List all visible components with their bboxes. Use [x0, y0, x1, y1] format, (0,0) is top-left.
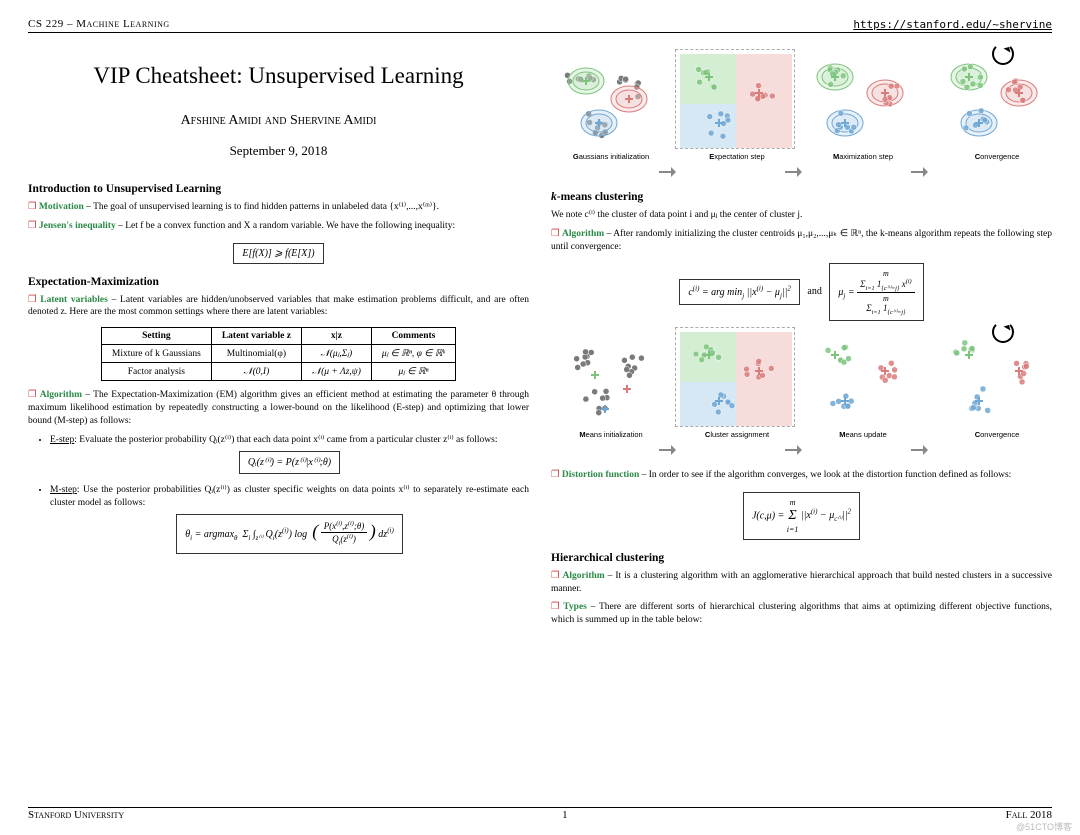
footer-left: Stanford University [28, 809, 124, 821]
jensen-para: ❒ Jensen's inequality – Let f be a conve… [28, 220, 529, 233]
em-steps: E-step: Evaluate the posterior probabili… [50, 434, 529, 558]
bookmark-icon: ❒ [551, 229, 562, 239]
loop-arrow-icon [992, 321, 1014, 343]
arrow-icon [911, 445, 933, 455]
term-algorithm: Algorithm [40, 390, 82, 400]
arrow-icon [785, 445, 807, 455]
term-algorithm: Algorithm [562, 571, 604, 581]
stage-label: Means update [803, 430, 923, 439]
arrow-icon [911, 167, 933, 177]
document-title: VIP Cheatsheet: Unsupervised Learning [28, 63, 529, 89]
diagram-stage: Means initialization [551, 329, 671, 439]
arrow-icon [785, 167, 807, 177]
diagram-stage: Convergence [937, 51, 1057, 161]
kmeans-intro: We note c⁽ⁱ⁾ the cluster of data point i… [551, 209, 1052, 222]
stage-label: Expectation step [677, 152, 797, 161]
latent-para: ❒ Latent variables – Latent variables ar… [28, 294, 529, 320]
term-types: Types [563, 602, 587, 612]
distortion-formula: J(c,μ) = mΣi=1 ||x(i) − μc⁽ⁱ⁾||2 [743, 492, 860, 540]
stage-label: Maximization step [803, 152, 923, 161]
stage-label: Convergence [937, 152, 1057, 161]
date: September 9, 2018 [28, 143, 529, 159]
bookmark-icon: ❒ [551, 602, 563, 612]
stage-label: Gaussians initialization [551, 152, 671, 161]
term-distortion: Distortion function [562, 470, 639, 480]
bookmark-icon: ❒ [28, 221, 39, 231]
left-column: VIP Cheatsheet: Unsupervised Learning Af… [28, 47, 529, 633]
footer-page: 1 [562, 809, 568, 821]
jensen-formula: E[f(X)] ⩾ f(E[X]) [233, 243, 323, 264]
diagram-stage: Convergence [937, 329, 1057, 439]
estep-label: E-step [50, 435, 74, 445]
mstep-formula: θi = argmaxθ Σi ∫z⁽ⁱ⁾ Qi(z(i)) log ( P(x… [176, 514, 403, 554]
bookmark-icon: ❒ [28, 390, 40, 400]
term-latent: Latent variables [40, 295, 108, 305]
diagram-stage: Maximization step [803, 51, 923, 161]
arrow-icon [659, 167, 681, 177]
section-hier: Hierarchical clustering [551, 552, 1052, 564]
jensen-formula-wrap: E[f(X)] ⩾ f(E[X]) [28, 239, 529, 268]
section-intro: Introduction to Unsupervised Learning [28, 183, 529, 195]
diagram-stage: Cluster assignment [677, 329, 797, 439]
distortion-para: ❒ Distortion function – In order to see … [551, 469, 1052, 482]
section-em: Expectation-Maximization [28, 276, 529, 288]
kmeans-alg-para: ❒ Algorithm – After randomly initializin… [551, 228, 1052, 254]
bookmark-icon: ❒ [28, 202, 39, 212]
latent-table: Setting Latent variable z x|z Comments M… [101, 327, 456, 381]
hier-alg-para: ❒ Algorithm – It is a clustering algorit… [551, 570, 1052, 596]
table-header-row: Setting Latent variable z x|z Comments [101, 328, 455, 345]
stage-label: Convergence [937, 430, 1057, 439]
mstep: M-step: Use the posterior probabilities … [50, 484, 529, 558]
right-column: Gaussians initialization Expectation step… [551, 47, 1052, 633]
arrow-icon [659, 445, 681, 455]
kmeans-diagram: Means initialization Cluster assignment Me… [551, 329, 1052, 459]
diagram-stage: Expectation step [677, 51, 797, 161]
kmeans-formula-mu: μj = mΣi=1 1{c⁽ⁱ⁾=j} x(i) mΣi=1 1{c⁽ⁱ⁾=j… [829, 263, 923, 321]
kmeans-formulas: c(i) = arg minj ||x(i) − μj||2 and μj = … [551, 259, 1052, 325]
em-alg-para: ❒ Algorithm – The Expectation-Maximizati… [28, 389, 529, 427]
stage-label: Cluster assignment [677, 430, 797, 439]
content-columns: VIP Cheatsheet: Unsupervised Learning Af… [28, 47, 1052, 633]
term-algorithm: Algorithm [562, 229, 604, 239]
bookmark-icon: ❒ [551, 470, 562, 480]
loop-arrow-icon [992, 43, 1014, 65]
header-right-link[interactable]: https://stanford.edu/~shervine [853, 18, 1052, 31]
stage-label: Means initialization [551, 430, 671, 439]
em-diagram: Gaussians initialization Expectation step… [551, 51, 1052, 181]
header-left: CS 229 – Machine Learning [28, 18, 170, 31]
mstep-label: M-step [50, 485, 77, 495]
kmeans-formula-c: c(i) = arg minj ||x(i) − μj||2 [679, 279, 800, 304]
term-motivation: Motivation [39, 202, 84, 212]
bookmark-icon: ❒ [28, 295, 40, 305]
term-jensen: Jensen's inequality [39, 221, 116, 231]
estep-formula: Qᵢ(z⁽ⁱ⁾) = P(z⁽ⁱ⁾|x⁽ⁱ⁾;θ) [239, 451, 340, 475]
section-kmeans: k-means clustering [551, 191, 1052, 203]
hier-types-para: ❒ Types – There are different sorts of h… [551, 601, 1052, 627]
diagram-stage: Means update [803, 329, 923, 439]
table-row: Factor analysis 𝒩(0,I) 𝒩(μ + Λz,ψ) μⱼ ∈ … [101, 363, 455, 381]
diagram-stage: Gaussians initialization [551, 51, 671, 161]
motivation-para: ❒ Motivation – The goal of unsupervised … [28, 201, 529, 214]
bookmark-icon: ❒ [551, 571, 562, 581]
watermark: @51CTO博客 [1016, 820, 1072, 833]
page-header: CS 229 – Machine Learning https://stanfo… [28, 18, 1052, 33]
table-row: Mixture of k Gaussians Multinomial(φ) 𝒩(… [101, 345, 455, 363]
page-footer: Stanford University 1 Fall 2018 [28, 807, 1052, 821]
estep: E-step: Evaluate the posterior probabili… [50, 434, 529, 478]
authors: Afshine Amidi and Shervine Amidi [28, 113, 529, 129]
